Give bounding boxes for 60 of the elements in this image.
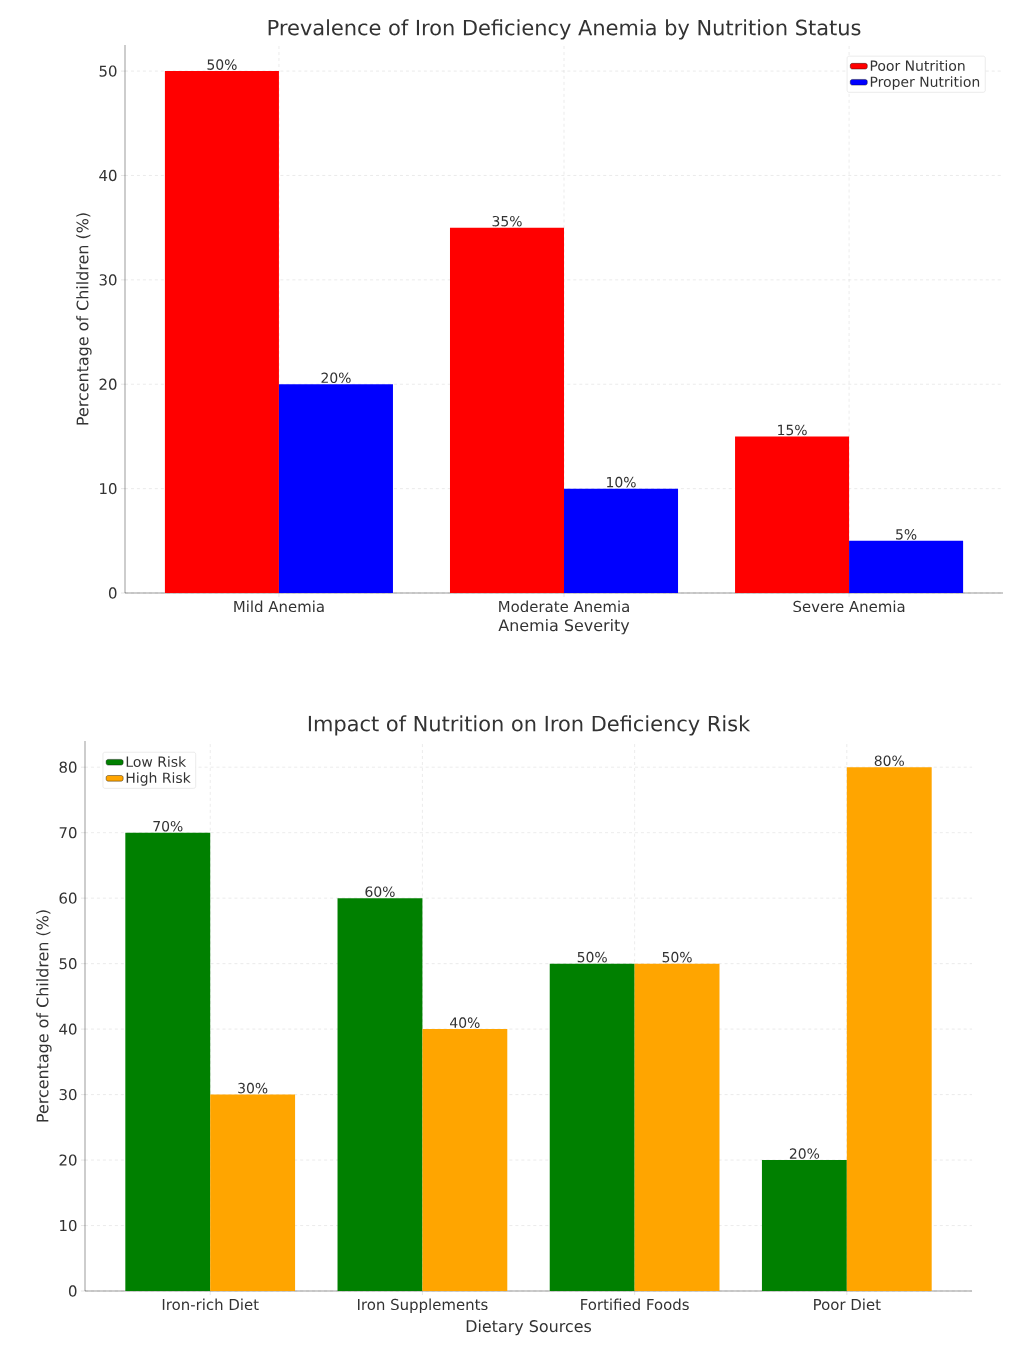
bar (422, 1029, 508, 1292)
chart-title: Prevalence of Iron Deficiency Anemia by Nutrition Status (268, 19, 861, 40)
y-tick-label: 50 (99, 65, 117, 77)
data-label: 20% (321, 372, 351, 384)
y-axis-title: Percentage of Children (%) (36, 910, 52, 1122)
legend-label: High Risk (126, 772, 191, 786)
legend-label: Proper Nutrition (870, 76, 980, 90)
data-label: 50% (207, 59, 237, 70)
x-tick-label: Mild Anemia (234, 600, 324, 613)
data-label: 15% (778, 424, 807, 436)
legend-label: Low Risk (126, 756, 187, 767)
y-tick-label: 70 (59, 827, 77, 839)
y-tick-label: 50 (59, 957, 77, 970)
y-tick-label: 20 (59, 1154, 77, 1166)
data-label: 35% (492, 215, 522, 227)
bar (164, 71, 279, 594)
y-tick-label: 30 (59, 1088, 77, 1101)
y-tick-label: 0 (108, 587, 117, 599)
y-tick-label: 10 (60, 1219, 77, 1232)
y-tick-label: 80 (59, 761, 77, 773)
x-tick-label: Iron Supplements (358, 1298, 488, 1313)
bar (125, 832, 211, 1292)
bar (846, 767, 932, 1292)
y-tick-label: 20 (99, 378, 117, 390)
bar (549, 963, 635, 1292)
y-tick-label: 40 (59, 1023, 77, 1035)
data-label: 40% (450, 1017, 480, 1028)
bar (735, 436, 850, 594)
bar (634, 963, 720, 1292)
data-label: 70% (153, 820, 183, 832)
x-tick-label: Poor Diet (814, 1298, 881, 1311)
y-axis-title: Percentage of Children (%) (76, 213, 92, 425)
bar (449, 227, 565, 594)
data-label: 30% (238, 1082, 268, 1094)
chart-title: Impact of Nutrition on Iron Deficiency Risk (308, 715, 751, 736)
data-label: 50% (577, 951, 607, 963)
bar (210, 1094, 296, 1292)
data-label: 20% (789, 1148, 820, 1159)
data-label: 50% (662, 951, 692, 963)
bar (761, 1160, 847, 1292)
x-tick-label: Severe Anemia (793, 600, 905, 613)
y-tick-label: 10 (100, 482, 117, 495)
data-label: 80% (874, 755, 904, 767)
data-label: 60% (365, 886, 395, 897)
bar (278, 384, 393, 594)
bar (337, 898, 423, 1292)
bar (849, 540, 964, 594)
x-tick-label: Iron-rich Diet (162, 1298, 259, 1311)
data-label: 5% (896, 529, 917, 540)
x-tick-label: Moderate Anemia (499, 600, 629, 613)
x-axis-title: Anemia Severity (498, 618, 630, 635)
y-tick-label: 0 (68, 1285, 77, 1297)
bar (564, 488, 679, 594)
y-tick-label: 40 (99, 169, 117, 182)
legend-label: Poor Nutrition (870, 60, 965, 71)
x-axis-title: Dietary Sources (466, 1319, 592, 1336)
x-tick-label: Fortified Foods (581, 1298, 689, 1311)
y-tick-label: 60 (59, 892, 77, 904)
y-tick-label: 30 (99, 274, 117, 286)
data-label: 10% (607, 476, 636, 488)
